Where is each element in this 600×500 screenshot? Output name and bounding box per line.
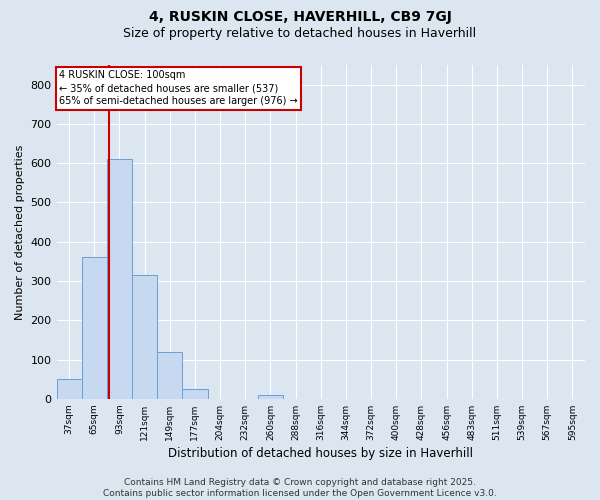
- Bar: [157, 352, 182, 399]
- Text: 4, RUSKIN CLOSE, HAVERHILL, CB9 7GJ: 4, RUSKIN CLOSE, HAVERHILL, CB9 7GJ: [149, 10, 451, 24]
- Bar: [132, 275, 157, 399]
- Text: Size of property relative to detached houses in Haverhill: Size of property relative to detached ho…: [124, 28, 476, 40]
- Y-axis label: Number of detached properties: Number of detached properties: [15, 144, 25, 320]
- Bar: [107, 160, 132, 399]
- Bar: [182, 389, 208, 399]
- Text: 4 RUSKIN CLOSE: 100sqm
← 35% of detached houses are smaller (537)
65% of semi-de: 4 RUSKIN CLOSE: 100sqm ← 35% of detached…: [59, 70, 298, 106]
- Bar: [56, 379, 82, 399]
- Bar: [258, 395, 283, 399]
- X-axis label: Distribution of detached houses by size in Haverhill: Distribution of detached houses by size …: [168, 447, 473, 460]
- Text: Contains HM Land Registry data © Crown copyright and database right 2025.
Contai: Contains HM Land Registry data © Crown c…: [103, 478, 497, 498]
- Bar: [82, 258, 107, 399]
